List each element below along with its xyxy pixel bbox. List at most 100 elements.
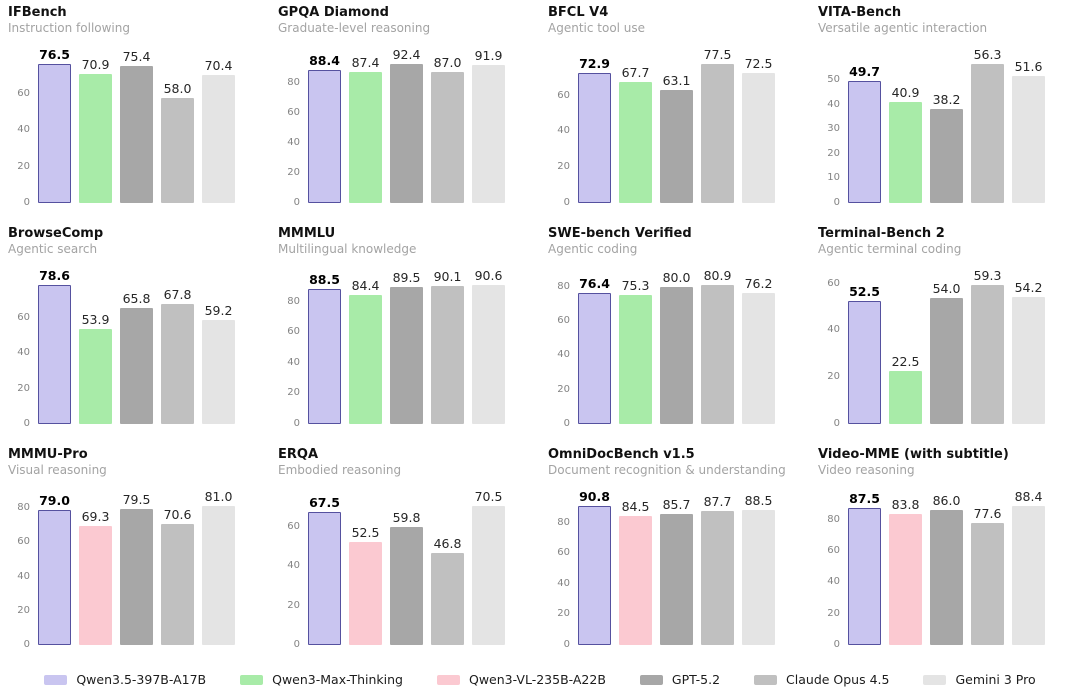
y-axis-tick-label: 40 — [287, 560, 300, 572]
bar-claude — [431, 286, 464, 424]
bar-gpt52 — [660, 90, 693, 203]
bar-group-qwen35: 88.4 — [308, 53, 341, 203]
y-axis-tick-label: 60 — [17, 312, 30, 324]
plot-area: 0 20 40 60 78.6 53.9 65.8 67.8 59.2 — [8, 260, 252, 429]
bar-group-qwen35: 67.5 — [308, 495, 341, 645]
bar-group-qwen35: 87.5 — [848, 491, 881, 645]
bar-value-label: 49.7 — [849, 63, 880, 79]
benchmark-chart: IFBench Instruction following 0 20 40 60 76.5 7… — [0, 0, 270, 221]
bar-value-label: 80.0 — [662, 269, 691, 285]
bar-group-claude: 59.3 — [971, 268, 1004, 424]
bar-gemini — [202, 319, 235, 424]
chart-subtitle: Versatile agentic interaction — [818, 21, 988, 35]
bar-qwen3vl — [349, 541, 382, 645]
bar-group-qwen35: 78.6 — [38, 268, 71, 424]
bar-value-label: 79.0 — [39, 492, 70, 508]
bar-qwen35 — [848, 507, 881, 645]
y-axis-tick-label: 20 — [557, 383, 570, 395]
bar-value-label: 88.4 — [1014, 489, 1043, 505]
bar-group-gemini: 70.5 — [472, 489, 505, 645]
bar-qwen35 — [848, 301, 881, 424]
bar-gemini — [202, 75, 235, 203]
bar-value-label: 77.6 — [973, 506, 1002, 522]
bar-group-qwen3vl: 52.5 — [349, 525, 382, 645]
bar-qwen3max — [619, 81, 652, 203]
bar-group-gpt52: 86.0 — [930, 493, 963, 645]
bar-group-qwen3max: 40.9 — [889, 85, 922, 203]
bar-group-qwen3max: 75.3 — [619, 278, 652, 424]
bar-group-claude: 70.6 — [161, 507, 194, 645]
bar-gemini — [1012, 297, 1045, 424]
bar-gpt52 — [930, 297, 963, 424]
bar-claude — [431, 552, 464, 645]
y-axis-tick-label: 20 — [557, 161, 570, 173]
bar-qwen35 — [308, 512, 341, 645]
bar-value-label: 75.3 — [621, 277, 650, 293]
bar-qwen35 — [38, 64, 71, 203]
bar-gpt52 — [930, 510, 963, 645]
chart-title: GPQA Diamond — [278, 5, 389, 20]
bar-group-gpt52: 54.0 — [930, 281, 963, 424]
legend-label: Qwen3-Max-Thinking — [272, 672, 403, 687]
bar-value-label: 85.7 — [662, 497, 691, 513]
y-axis-tick-label: 0 — [563, 197, 570, 208]
plot-area: 0 20 40 60 76.5 70.9 75.4 58.0 70.4 — [8, 39, 252, 208]
plot-area: 0 20 40 60 72.9 67.7 63.1 77.5 72.5 — [548, 39, 792, 208]
bar-qwen35 — [578, 506, 611, 645]
y-axis-tick-label: 60 — [17, 88, 30, 100]
bar-gpt52 — [390, 287, 423, 424]
legend-swatch-gemini — [923, 674, 947, 685]
y-axis-tick-label: 40 — [17, 570, 30, 582]
chart-subtitle: Visual reasoning — [8, 463, 107, 477]
y-axis-tick-label: 40 — [827, 98, 840, 110]
bar-group-gpt52: 65.8 — [120, 291, 153, 424]
chart-subtitle: Agentic terminal coding — [818, 242, 962, 256]
bar-value-label: 38.2 — [932, 91, 961, 107]
bar-value-label: 46.8 — [433, 535, 462, 551]
bar-group-gpt52: 92.4 — [390, 47, 423, 203]
bar-group-qwen3max: 87.4 — [349, 55, 382, 203]
bar-qwen3max — [889, 102, 922, 203]
y-axis-tick-label: 50 — [827, 73, 840, 85]
y-axis-tick-label: 20 — [287, 167, 300, 178]
plot-area: 0 20 40 60 80 87.5 83.8 86.0 77.6 88.4 — [818, 481, 1062, 650]
bar-qwen3max — [79, 74, 112, 203]
bar-value-label: 90.8 — [579, 489, 610, 505]
bar-qwen35 — [38, 509, 71, 645]
bar-value-label: 59.8 — [392, 510, 421, 526]
y-axis-tick-label: 0 — [563, 418, 570, 429]
bar-group-qwen3max: 84.4 — [349, 278, 382, 424]
bar-value-label: 22.5 — [891, 354, 920, 370]
y-axis-tick-label: 40 — [557, 577, 570, 589]
legend-label: Qwen3.5-397B-A17B — [76, 672, 207, 687]
bar-value-label: 77.5 — [703, 47, 732, 63]
bar-group-gemini: 81.0 — [202, 489, 235, 645]
y-axis-tick-label: 80 — [557, 516, 570, 528]
bar-gemini — [202, 506, 235, 645]
chart-title: IFBench — [8, 5, 67, 20]
y-axis-tick-label: 40 — [17, 347, 30, 359]
y-axis-tick-label: 20 — [17, 160, 30, 172]
bar-group-gpt52: 85.7 — [660, 497, 693, 645]
bar-group-gemini: 88.4 — [1012, 489, 1045, 645]
y-axis-tick-label: 0 — [293, 197, 300, 208]
bar-claude — [701, 511, 734, 645]
bar-group-claude: 87.7 — [701, 494, 734, 645]
benchmark-chart: ERQA Embodied reasoning 0 20 40 60 67.5 52.5 59.… — [270, 442, 540, 663]
bar-gpt52 — [660, 286, 693, 424]
charts-grid: IFBench Instruction following 0 20 40 60 76.5 7… — [0, 0, 1062, 663]
bar-group-qwen3vl: 69.3 — [79, 509, 112, 645]
bar-gpt52 — [390, 64, 423, 203]
bar-group-gemini: 70.4 — [202, 58, 235, 203]
bar-gemini — [472, 65, 505, 203]
bar-group-gpt52: 59.8 — [390, 510, 423, 645]
bar-gemini — [1012, 75, 1045, 203]
y-axis-tick-label: 80 — [557, 280, 570, 292]
benchmark-chart: BrowseComp Agentic search 0 20 40 60 78.6 53.9 6… — [0, 221, 270, 442]
y-axis-tick-label: 80 — [827, 513, 840, 525]
bar-group-qwen35: 72.9 — [578, 56, 611, 203]
bar-qwen35 — [578, 293, 611, 424]
bar-value-label: 79.5 — [122, 491, 151, 507]
y-axis-tick-label: 60 — [827, 544, 840, 556]
chart-subtitle: Agentic search — [8, 242, 98, 256]
